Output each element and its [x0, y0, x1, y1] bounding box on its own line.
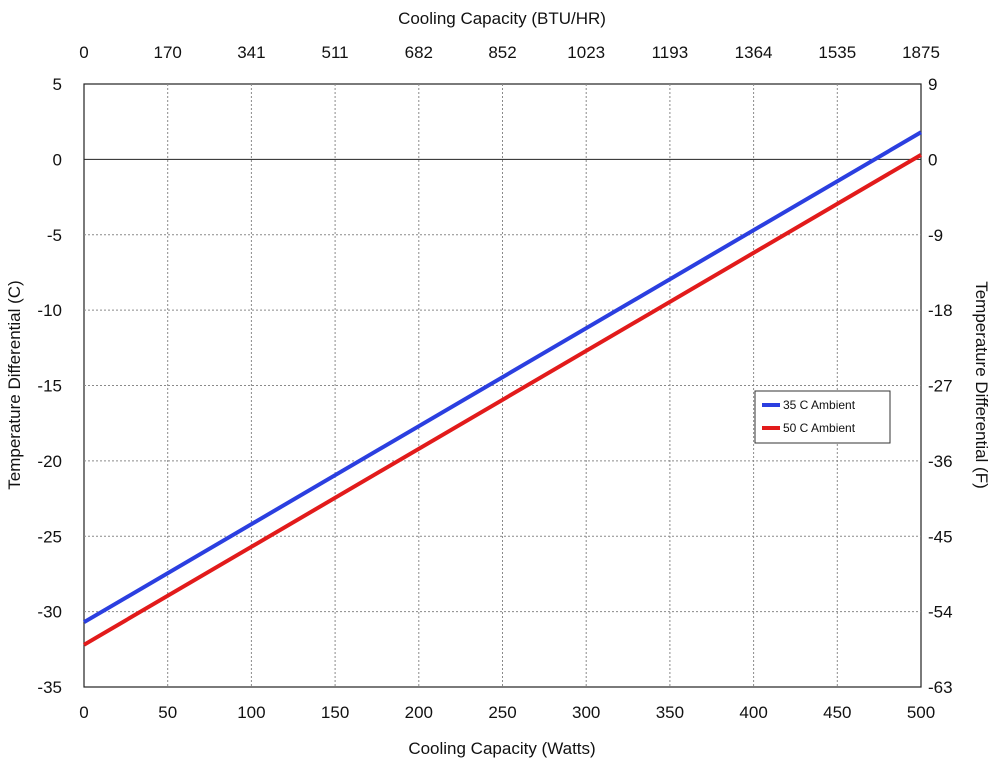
x-tick-label: 0 [79, 703, 88, 722]
y-tick-label: -15 [37, 377, 62, 396]
legend-label: 35 C Ambient [783, 398, 856, 412]
x-tick-label: 500 [907, 703, 935, 722]
y2-tick-label: -18 [928, 301, 953, 320]
x2-tick-label: 170 [154, 43, 182, 62]
y2-tick-label: -27 [928, 377, 953, 396]
y2-tick-label: 0 [928, 150, 937, 169]
y-axis-title: Temperature Differential (C) [5, 280, 24, 489]
y2-tick-label: -9 [928, 226, 943, 245]
x-tick-labels: 0 50 100 150 200 250 300 350 400 450 500 [79, 703, 935, 722]
y2-tick-label: -36 [928, 452, 953, 471]
y-tick-label: -5 [47, 226, 62, 245]
x-axis-title: Cooling Capacity (Watts) [408, 739, 595, 758]
x2-tick-label: 1023 [567, 43, 605, 62]
x2-tick-label: 852 [488, 43, 516, 62]
x2-tick-label: 682 [405, 43, 433, 62]
series-line-2 [82, 153, 923, 647]
x-tick-label: 350 [656, 703, 684, 722]
x2-tick-label: 1364 [735, 43, 773, 62]
y-tick-label: -25 [37, 527, 62, 546]
legend: 35 C Ambient 50 C Ambient [754, 390, 891, 444]
x2-tick-label: 0 [79, 43, 88, 62]
x-tick-label: 100 [237, 703, 265, 722]
y-tick-label: -10 [37, 301, 62, 320]
y2-tick-labels: 9 0 -9 -18 -27 -36 -45 -54 -63 [928, 75, 953, 697]
x2-tick-label: 1535 [818, 43, 856, 62]
y-tick-label: -35 [37, 678, 62, 697]
y2-tick-label: 9 [928, 75, 937, 94]
x2-axis-title: Cooling Capacity (BTU/HR) [398, 9, 606, 28]
x-tick-label: 300 [572, 703, 600, 722]
x-tick-label: 150 [321, 703, 349, 722]
x2-tick-label: 1875 [902, 43, 940, 62]
x-tick-label: 250 [488, 703, 516, 722]
x-tick-label: 200 [405, 703, 433, 722]
y-tick-label: -20 [37, 452, 62, 471]
y-tick-labels: 5 0 -5 -10 -15 -20 -25 -30 -35 [37, 75, 62, 697]
x-tick-label: 450 [823, 703, 851, 722]
y2-axis-title: Temperature Differential (F) [972, 281, 991, 489]
y2-tick-label: -63 [928, 678, 953, 697]
grid [84, 84, 921, 687]
legend-box [754, 390, 891, 444]
legend-label: 50 C Ambient [783, 421, 856, 435]
x-tick-label: 400 [739, 703, 767, 722]
y2-tick-label: -54 [928, 603, 953, 622]
y-tick-label: -30 [37, 603, 62, 622]
series-line-1 [82, 130, 923, 624]
x2-tick-label: 1193 [652, 43, 689, 62]
x-tick-label: 50 [158, 703, 177, 722]
series-lines [82, 130, 923, 647]
x2-tick-labels: 0 170 341 511 682 852 1023 1193 1364 1535 1875 [79, 43, 940, 62]
x2-tick-label: 341 [237, 43, 265, 62]
y2-tick-label: -45 [928, 527, 953, 546]
y-tick-label: 0 [53, 150, 62, 169]
x2-tick-label: 511 [322, 43, 349, 62]
y-tick-label: 5 [53, 75, 62, 94]
